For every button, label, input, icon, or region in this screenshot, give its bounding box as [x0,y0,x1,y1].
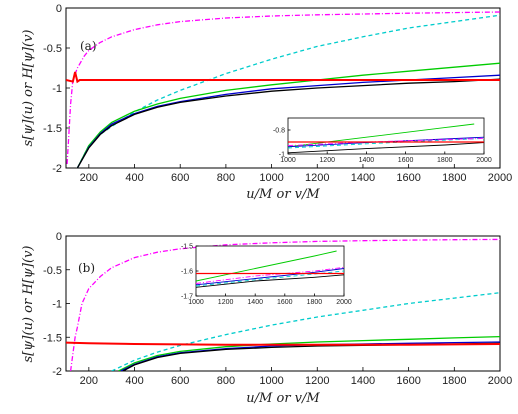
panel-a-series-line [76,78,500,168]
panel-a-xtick-label: 1800 [442,172,466,184]
panel-b-inset-series-line [196,250,337,282]
panel-b-inset-xtick-label: 1600 [277,299,293,306]
panel-a-inset-series-line [288,137,484,147]
panel-b-inset-ytick-label: -1.6 [181,269,193,276]
panel-b-xtick-label: 800 [217,375,235,387]
panel-a-inset-xtick-label: 1800 [437,157,453,164]
panel-b-inset-series-line [196,266,344,284]
panel-b-inset-xtick-label: 1800 [307,299,323,306]
panel-a-inset-series-line [288,137,484,149]
panel-a-inset-series-line [288,142,484,154]
panel-b-ticks: 200 400 600 800 1000 1200 1400 1600 1800 2000 -2 -1… [43,231,512,387]
panel-b-ylabel: s[ψ](u) or H[ψ](v) [21,246,36,363]
panel-b-xtick-label: 400 [125,375,143,387]
panel-a-inset-plot-area [288,123,484,154]
panel-b-inset-series-line [196,270,344,287]
panel-b-label: (b) [78,261,95,275]
panel-a-inset-ytick-label: -0.8 [273,128,285,135]
panel-a-label: (a) [80,39,97,53]
panel-b-inset-xtick-label: 1000 [188,299,204,306]
panel-a-inset-xtick-label: 1600 [398,157,414,164]
panel-a-inset-xtick-label: 2000 [476,157,492,164]
panel-a-inset-xtick-label: 1000 [280,157,296,164]
panel-b-inset-ytick-label: -1.5 [181,244,193,251]
panel-a-xtick-label: 1400 [351,172,375,184]
panel-b-series-line [122,342,500,371]
panel-a-xtick-label: 200 [80,172,98,184]
panel-a-xtick-label: 1200 [305,172,329,184]
panel-a-series-line [66,71,500,84]
panel-a-inset-ytick-label: -1 [279,152,285,159]
panel-b-xtick-label: 2000 [488,375,512,387]
panel-a-xtick-label: 800 [217,172,235,184]
panel-b-series-line [69,238,500,371]
panel-b-xtick-label: 1600 [396,375,420,387]
panel-a-inset-ticks: 1000 1200 1400 1600 1800 2000 -1 -0.8 [273,128,492,165]
panel-a-inset-frame [287,117,485,155]
panel-a-inset-xtick-label: 1200 [319,157,335,164]
panel-b: 200 400 600 800 1000 1200 1400 1600 1800 2000 -2 -1… [21,231,512,406]
panel-b-inset-series-line [196,274,344,288]
panel-a-inset-xtick-label: 1400 [359,157,375,164]
panel-b-xtick-label: 200 [80,375,98,387]
panel-b-ytick-label: -1.5 [43,332,62,344]
panel-b-ytick-label: -1 [52,299,62,311]
panel-a-ticks: 200 400 600 800 1000 1200 1400 1600 1800 2000 -2 -1… [43,3,512,184]
panel-a-xtick-label: 2000 [488,172,512,184]
panel-a-ytick-label: -2 [52,163,62,175]
panel-b-inset-xtick-label: 2000 [336,299,352,306]
panel-a-xtick-label: 1600 [396,172,420,184]
panel-b-inset-series-line [196,268,344,286]
panel-a-ytick-label: -1 [52,83,62,95]
panel-b-xtick-label: 600 [171,375,189,387]
panel-b-plot-area [66,238,500,371]
panel-a-xtick-label: 400 [125,172,143,184]
panel-a-plot-area [66,11,500,168]
panel-b-xtick-label: 1000 [259,375,283,387]
panel-b-ytick-label: 0 [56,231,62,243]
panel-b-ytick-label: -2 [52,366,62,378]
panel-b-inset-xtick-label: 1200 [218,299,234,306]
panel-a-ytick-label: -0.5 [43,43,62,55]
panel-a-xtick-label: 600 [171,172,189,184]
panel-a-ylabel: s[ψ](u) or H[ψ](v) [21,30,36,147]
panel-b-xlabel: u/M or v/M [246,391,320,406]
panel-a-ytick-label: -1.5 [43,123,62,135]
panel-b-xtick-label: 1800 [442,375,466,387]
panel-a-ytick-label: 0 [56,3,62,15]
panel-b-inset-plot-area [196,250,344,288]
panel-b-inset-ytick-label: -1.7 [181,294,193,301]
panel-b-xtick-label: 1200 [305,375,329,387]
panel-b-ytick-label: -0.5 [43,265,62,277]
panel-b-series-line [66,341,500,346]
panel-b-xtick-label: 1400 [351,375,375,387]
panel-a-inset: 1000 1200 1400 1600 1800 2000 -1 -0.8 [273,117,492,165]
panel-a-xtick-label: 1000 [259,172,283,184]
panel-b-inset-xtick-label: 1400 [247,299,263,306]
panel-b-inset-ticks: 1000 1200 1400 1600 1800 2000 -1.7 -1.6 -1.5 [181,244,352,307]
panel-a-series-line [76,62,500,168]
panel-a-xlabel: u/M or v/M [246,187,320,202]
panel-a: 200 400 600 800 1000 1200 1400 1600 1800 2000 -2 -1… [21,3,512,202]
panel-b-inset: 1000 1200 1400 1600 1800 2000 -1.7 -1.6 -1.5 [181,244,352,307]
